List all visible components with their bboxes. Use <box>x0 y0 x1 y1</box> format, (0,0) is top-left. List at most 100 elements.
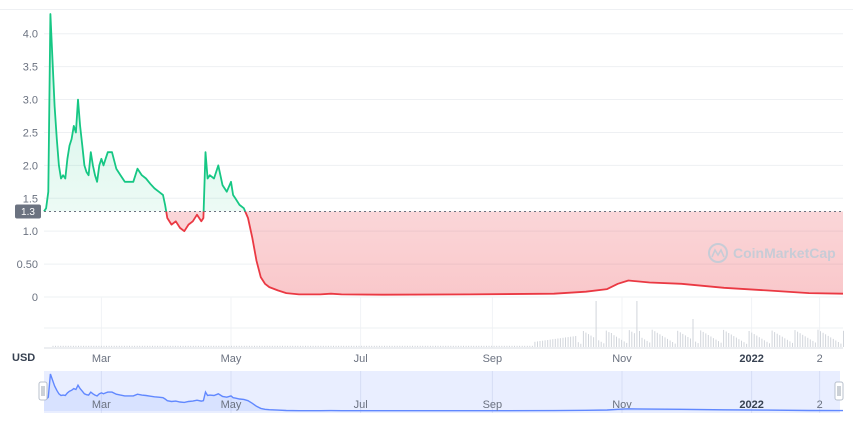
volume-bar <box>827 335 829 347</box>
volume-bar <box>746 343 748 347</box>
volume-bar <box>672 342 674 347</box>
volume-bar <box>409 345 411 347</box>
navigator-left-handle[interactable] <box>38 381 48 401</box>
volume-bar <box>837 342 839 347</box>
volume-bar <box>266 345 268 347</box>
volume-bar <box>761 338 763 347</box>
volume-bar <box>437 345 439 347</box>
y-tick-label: 1.5 <box>23 193 38 205</box>
volume-bar <box>284 345 286 347</box>
volume-bar <box>330 345 332 347</box>
volume-bar <box>203 345 204 347</box>
volume-bar <box>715 339 717 347</box>
y-tick-label: 3.5 <box>23 62 38 74</box>
volume-bar <box>60 345 62 347</box>
volume-bar <box>121 345 123 347</box>
volume-bar <box>327 345 329 347</box>
volume-bar <box>180 345 181 347</box>
volume-bar <box>616 336 617 347</box>
volume-bar <box>812 340 814 347</box>
volume-bar <box>310 345 312 347</box>
volume-bar <box>213 345 215 347</box>
volume-bar <box>656 332 658 347</box>
volume-bar <box>248 345 250 347</box>
navigator[interactable]: Mar May Jul Sep Nov 2022 2 <box>38 371 844 413</box>
volume-bar <box>322 345 324 347</box>
navigator-tick-label: 2 <box>817 399 823 411</box>
volume-bar <box>521 345 523 347</box>
volume-bar <box>356 345 357 347</box>
volume-bar <box>631 331 633 347</box>
volume-bar <box>735 337 737 347</box>
volume-bar <box>590 335 592 347</box>
volume-bar <box>743 342 745 347</box>
volume-bar <box>205 345 207 347</box>
y-axis-labels: 4.0 3.5 3.0 2.5 2.0 1.5 1.0 0.50 0 <box>17 29 38 304</box>
volume-bar <box>572 336 574 347</box>
volume-bar <box>271 345 273 347</box>
volume-bar <box>580 343 582 347</box>
coinmarketcap-logo-icon <box>708 243 728 263</box>
volume-bar <box>218 345 220 347</box>
volume-bar <box>554 338 556 347</box>
volume-bar <box>774 332 776 347</box>
volume-bar <box>738 339 740 347</box>
volume-bar <box>544 340 546 347</box>
volume-bar <box>312 345 314 347</box>
navigator-right-handle[interactable] <box>834 381 844 401</box>
volume-bar <box>779 335 781 347</box>
volume-bar <box>468 345 470 347</box>
volume-bar <box>113 345 115 347</box>
volume-bar <box>159 345 161 347</box>
navigator-tick-label: Nov <box>612 399 632 411</box>
volume-bar <box>457 345 459 347</box>
volume-bar <box>463 345 464 347</box>
volume-bar <box>508 345 510 347</box>
volume-bar <box>429 345 431 347</box>
volume-bar <box>585 332 587 347</box>
volume-bar <box>136 345 138 347</box>
volume-bar <box>493 345 495 347</box>
x-tick-label: Nov <box>612 353 632 365</box>
volume-bar <box>797 331 799 347</box>
volume-bar <box>565 337 566 347</box>
volume-bar <box>562 337 564 347</box>
volume-bar <box>480 345 482 347</box>
volume-bar <box>758 337 760 347</box>
volume-bar <box>460 345 462 347</box>
volume-bar <box>368 345 370 347</box>
volume-bar <box>610 333 612 347</box>
volume-bar <box>396 345 398 347</box>
volume-bar <box>809 339 811 347</box>
volume-bar <box>595 301 597 347</box>
gridlines <box>44 33 843 348</box>
volume-bar <box>667 338 668 347</box>
x-tick-label: 2 <box>817 353 823 365</box>
volume-bar <box>264 345 266 347</box>
volume-bar <box>126 345 128 347</box>
volume-bar <box>577 342 579 347</box>
volume-bar <box>123 345 125 347</box>
volume-bar <box>70 345 72 347</box>
volume-bar <box>511 345 513 347</box>
volume-bar <box>282 345 283 347</box>
volume-bar <box>162 345 164 347</box>
coinmarketcap-watermark: CoinMarketCap <box>708 243 836 263</box>
volume-bar <box>417 345 419 347</box>
volume-bar <box>473 345 475 347</box>
volume-bar <box>404 345 406 347</box>
navigator-tick-label: Sep <box>483 399 503 411</box>
volume-bar <box>424 345 426 347</box>
y-tick-label: 4.0 <box>23 29 38 41</box>
volume-bar <box>710 336 712 347</box>
volume-bar <box>187 345 189 347</box>
volume-bar <box>559 338 561 347</box>
navigator-tick-label: Jul <box>354 399 368 411</box>
navigator-left-handle-body[interactable] <box>38 381 48 401</box>
volume-bar <box>338 345 340 347</box>
volume-bar <box>220 345 222 347</box>
volume-bar <box>575 336 577 347</box>
navigator-right-handle-body[interactable] <box>834 381 844 401</box>
volume-bar <box>547 340 549 347</box>
